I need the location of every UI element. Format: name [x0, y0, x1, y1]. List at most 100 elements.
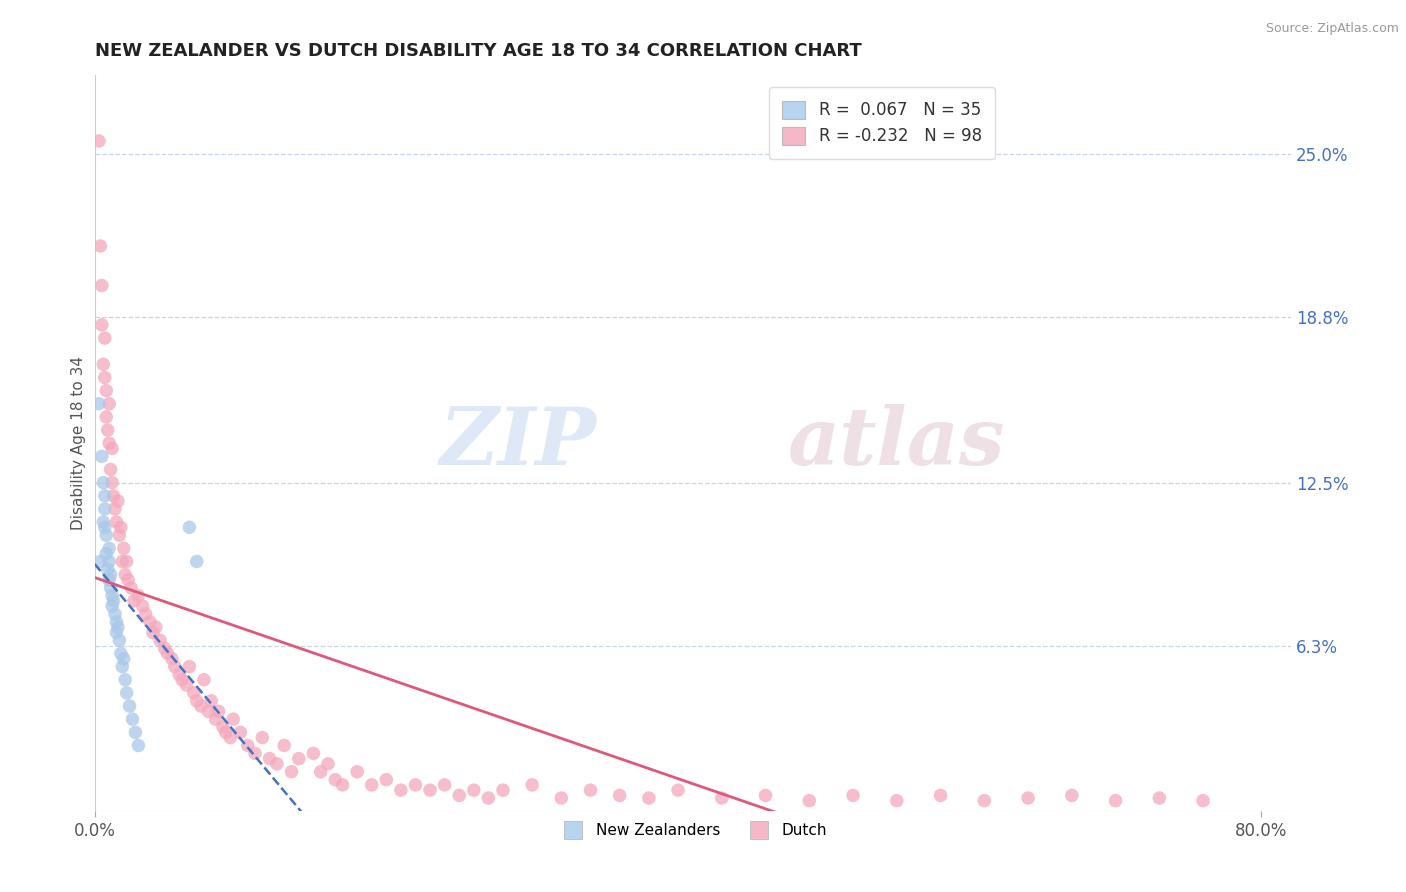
Point	[104, 607, 127, 621]
Point	[90, 278, 112, 293]
Point	[114, 567, 136, 582]
Point	[120, 581, 142, 595]
Point	[229, 725, 252, 739]
Point	[127, 589, 149, 603]
Point	[98, 554, 121, 568]
Text: atlas: atlas	[789, 404, 1005, 482]
Point	[316, 756, 339, 771]
Point	[96, 547, 118, 561]
Point	[101, 589, 124, 603]
Point	[98, 436, 121, 450]
Point	[135, 607, 157, 621]
Point	[100, 462, 122, 476]
Point	[172, 673, 194, 687]
Text: Source: ZipAtlas.com: Source: ZipAtlas.com	[1265, 22, 1399, 36]
Point	[112, 541, 135, 556]
Point	[609, 789, 631, 803]
Point	[176, 678, 198, 692]
Point	[131, 599, 153, 614]
Point	[222, 712, 245, 726]
Point	[207, 704, 229, 718]
Point	[323, 772, 346, 787]
Point	[266, 756, 288, 771]
Point	[886, 794, 908, 808]
Point	[98, 541, 121, 556]
Point	[118, 699, 141, 714]
Point	[1060, 789, 1083, 803]
Point	[288, 751, 311, 765]
Point	[799, 794, 821, 808]
Point	[219, 731, 242, 745]
Point	[204, 712, 226, 726]
Point	[212, 720, 235, 734]
Text: NEW ZEALANDER VS DUTCH DISABILITY AGE 18 TO 34 CORRELATION CHART: NEW ZEALANDER VS DUTCH DISABILITY AGE 18…	[94, 42, 862, 60]
Point	[89, 554, 111, 568]
Point	[153, 641, 176, 656]
Point	[163, 659, 186, 673]
Point	[186, 554, 208, 568]
Point	[280, 764, 302, 779]
Point	[124, 725, 146, 739]
Point	[259, 751, 281, 765]
Point	[404, 778, 426, 792]
Point	[463, 783, 485, 797]
Point	[103, 594, 125, 608]
Point	[91, 475, 114, 490]
Point	[100, 567, 122, 582]
Point	[929, 789, 952, 803]
Point	[1104, 794, 1126, 808]
Point	[94, 520, 117, 534]
Point	[98, 573, 121, 587]
Point	[167, 667, 190, 681]
Point	[149, 633, 172, 648]
Point	[236, 739, 259, 753]
Point	[389, 783, 412, 797]
Point	[375, 772, 398, 787]
Point	[139, 615, 162, 629]
Point	[105, 625, 128, 640]
Point	[145, 620, 167, 634]
Point	[96, 409, 118, 424]
Point	[104, 502, 127, 516]
Point	[520, 778, 543, 792]
Point	[127, 739, 149, 753]
Point	[114, 673, 136, 687]
Point	[360, 778, 382, 792]
Point	[666, 783, 689, 797]
Point	[101, 475, 124, 490]
Point	[346, 764, 368, 779]
Point	[94, 489, 117, 503]
Point	[215, 725, 238, 739]
Legend: New Zealanders, Dutch: New Zealanders, Dutch	[553, 817, 834, 844]
Point	[115, 686, 138, 700]
Point	[179, 659, 201, 673]
Point	[90, 318, 112, 332]
Point	[105, 515, 128, 529]
Point	[91, 357, 114, 371]
Point	[579, 783, 602, 797]
Point	[87, 134, 110, 148]
Point	[91, 515, 114, 529]
Point	[243, 747, 266, 761]
Point	[1017, 791, 1039, 805]
Point	[94, 331, 117, 345]
Point	[89, 239, 111, 253]
Point	[186, 694, 208, 708]
Point	[550, 791, 572, 805]
Point	[97, 423, 120, 437]
Point	[96, 528, 118, 542]
Point	[96, 384, 118, 398]
Point	[252, 731, 274, 745]
Point	[273, 739, 295, 753]
Point	[100, 581, 122, 595]
Point	[108, 633, 131, 648]
Point	[94, 502, 117, 516]
Point	[111, 554, 134, 568]
Point	[115, 554, 138, 568]
Point	[190, 699, 212, 714]
Point	[108, 528, 131, 542]
Point	[121, 712, 143, 726]
Point	[103, 489, 125, 503]
Point	[200, 694, 222, 708]
Point	[842, 789, 865, 803]
